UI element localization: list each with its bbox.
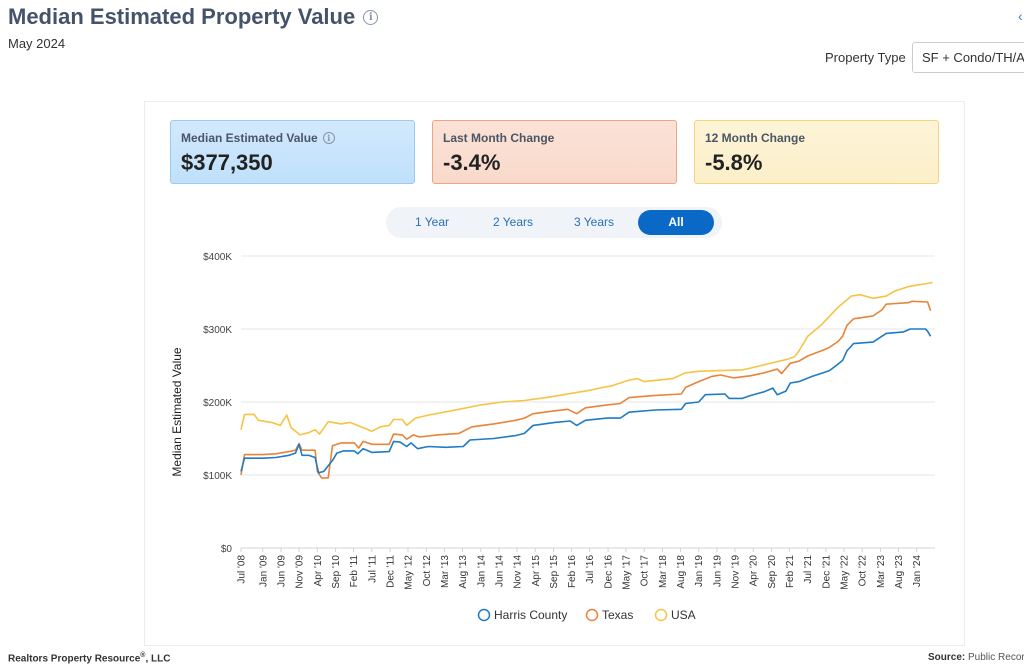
x-tick-label: Jan '14 — [476, 555, 487, 587]
x-tick-label: Oct '22 — [858, 555, 869, 587]
x-tick-label: Jan '19 — [694, 555, 705, 587]
x-tick-label: May '12 — [403, 555, 414, 590]
legend-marker — [477, 608, 491, 622]
x-tick-label: Jun '19 — [713, 555, 724, 587]
range-2-years-button[interactable]: 2 Years — [492, 215, 534, 229]
x-tick-label: Mar '23 — [876, 555, 887, 588]
legend-marker — [585, 608, 599, 622]
x-tick-label: Jan '09 — [258, 555, 269, 587]
range-1-year-button[interactable]: 1 Year — [414, 215, 450, 229]
legend-label: Texas — [602, 608, 633, 622]
twelve-month-change-value: -5.8% — [705, 150, 763, 175]
x-tick-label: Sep '20 — [767, 555, 778, 589]
y-tick-label: $0 — [221, 544, 233, 555]
footer-company: Realtors Property Resource — [8, 653, 141, 665]
x-tick-label: Sep '10 — [331, 555, 342, 589]
x-tick-label: Nov '14 — [512, 555, 523, 589]
last-month-change-label: Last Month Change — [443, 131, 555, 145]
legend-marker — [654, 608, 668, 622]
x-tick-label: Aug '23 — [894, 555, 905, 589]
last-month-change-card: Last Month Change -3.4% — [432, 120, 677, 184]
x-tick-label: Oct '12 — [422, 555, 433, 587]
x-tick-label: Feb '16 — [567, 555, 578, 588]
x-tick-label: Dec '11 — [386, 555, 397, 588]
x-tick-label: Aug '18 — [676, 555, 687, 589]
range-3-years-button[interactable]: 3 Years — [573, 215, 615, 229]
x-tick-label: Nov '09 — [294, 555, 305, 589]
median-info-icon[interactable]: i — [322, 132, 335, 144]
x-tick-label: Jun '14 — [495, 555, 506, 587]
footer-source: Source: Public Records — [928, 652, 1024, 663]
x-tick-label: Apr '10 — [313, 555, 324, 587]
x-tick-label: Jan '24 — [912, 555, 923, 587]
series-line-harris-county — [240, 328, 932, 474]
median-value: $377,350 — [181, 150, 273, 175]
page-subtitle: May 2024 — [8, 36, 66, 51]
property-type-label: Property Type — [825, 50, 906, 65]
x-tick-label: Aug '13 — [458, 555, 469, 589]
x-tick-label: Jul '16 — [585, 555, 596, 584]
page-title-text: Median Estimated Property Value — [8, 4, 356, 29]
x-tick-label: Feb '11 — [349, 555, 360, 588]
x-tick-label: Feb '21 — [785, 555, 796, 588]
range-all-button[interactable]: All — [638, 210, 714, 235]
property-type-select[interactable]: SF + Condo/TH/Apt — [912, 42, 1024, 73]
legend-label: USA — [671, 608, 696, 622]
series-line-texas — [240, 300, 932, 479]
twelve-month-change-card: 12 Month Change -5.8% — [694, 120, 939, 184]
time-range-selector: 1 Year 2 Years 3 Years All — [386, 207, 722, 238]
footer-company-suffix: , LLC — [145, 653, 171, 665]
median-value-card-header: Median Estimated Value i — [181, 131, 404, 145]
footer-source-text: Public Records — [968, 652, 1024, 663]
x-tick-label: Sep '15 — [549, 555, 560, 589]
x-tick-label: May '22 — [839, 555, 850, 590]
x-tick-label: Jun '09 — [277, 555, 288, 587]
series-line-usa — [240, 281, 933, 436]
chart-panel — [144, 101, 965, 646]
x-tick-label: Dec '21 — [822, 555, 833, 589]
x-tick-label: Oct '17 — [640, 555, 651, 587]
y-tick-label: $400K — [203, 252, 232, 263]
x-tick-label: Apr '20 — [749, 555, 760, 587]
y-tick-label: $200K — [203, 398, 232, 409]
x-tick-label: Dec '16 — [604, 555, 615, 589]
x-tick-label: Jul '08 — [237, 555, 248, 584]
expand-icon[interactable]: ‹ — [1018, 8, 1023, 24]
twelve-month-change-label: 12 Month Change — [705, 131, 806, 145]
x-tick-label: Nov '19 — [730, 555, 741, 589]
legend-label: Harris County — [494, 608, 567, 622]
last-month-change-value: -3.4% — [443, 150, 501, 175]
median-value-label: Median Estimated Value — [181, 131, 318, 145]
footer-source-label: Source: — [928, 652, 966, 663]
footer-registered-mark: ® — [140, 652, 146, 659]
x-tick-label: Mar '18 — [658, 555, 669, 588]
footer-attribution: Realtors Property Resource®, LLC — [8, 652, 170, 664]
y-tick-label: $100K — [203, 471, 232, 482]
y-axis-label: Median Estimated Value — [170, 347, 184, 477]
median-value-card: Median Estimated Value i $377,350 — [170, 120, 415, 184]
info-icon[interactable]: i — [363, 9, 379, 25]
x-tick-label: Mar '13 — [440, 555, 451, 588]
page-title: Median Estimated Property Value i — [8, 4, 379, 30]
y-tick-label: $300K — [203, 325, 232, 336]
x-tick-label: Jul '11 — [367, 555, 378, 583]
x-tick-label: Jul '21 — [803, 555, 814, 584]
x-tick-label: May '17 — [621, 555, 632, 590]
x-tick-label: Apr '15 — [531, 555, 542, 587]
